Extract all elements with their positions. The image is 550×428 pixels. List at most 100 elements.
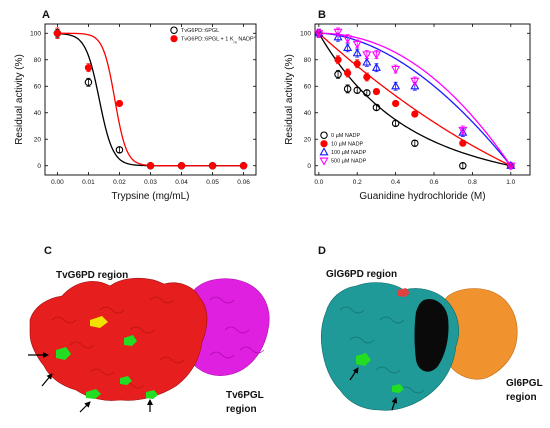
- data-point: [363, 73, 371, 81]
- gl6pgl-region-label-line2: region: [506, 392, 537, 403]
- x-axis-label: Trypsine (mg/mL): [112, 191, 190, 202]
- x-tick-label: 0.01: [82, 179, 95, 186]
- arrow-icon: [79, 401, 91, 413]
- x-tick-label: 0.00: [51, 179, 64, 186]
- data-point: [319, 157, 329, 166]
- data-point: [53, 29, 62, 37]
- plot-frame: [314, 23, 531, 176]
- x-tick-label: 0.02: [113, 179, 126, 186]
- series-fit-line: [318, 32, 511, 167]
- data-point: [334, 70, 342, 79]
- protein-surface-d: [320, 282, 518, 411]
- y-tick-label: 40: [34, 110, 42, 117]
- legend-label-suffix: NADP: [237, 37, 254, 43]
- panel-a-letter: A: [42, 9, 50, 21]
- legend-label-text: TvG6PD::6PGL: [181, 28, 219, 34]
- legend-label: 10 µM NADP: [331, 142, 364, 148]
- data-point: [391, 81, 401, 90]
- data-point: [392, 99, 400, 108]
- tv6pgl-surface-texture: [209, 296, 265, 359]
- data-point: [208, 162, 217, 170]
- data-point: [353, 60, 361, 68]
- x-tick-label: 0.04: [175, 179, 188, 186]
- legend-label-text: TvG6PD::6PGL + 1 K: [181, 37, 234, 43]
- y-tick-label: 100: [300, 31, 311, 38]
- data-point: [371, 51, 381, 60]
- data-point: [362, 57, 372, 66]
- legend-label: 100 µM NADP: [331, 150, 367, 156]
- legend-label-text: 500 µM NADP: [331, 159, 367, 165]
- x-tick-label: 0.05: [206, 179, 219, 186]
- series-fit-line: [57, 32, 244, 167]
- data-point: [410, 77, 420, 86]
- gl6pgl-region-label-line1: Gl6PGL: [506, 378, 543, 389]
- panel-b-letter: B: [318, 9, 326, 21]
- green-patch: [120, 376, 132, 385]
- data-point: [314, 30, 324, 39]
- tv6pgl-region-label-line1: Tv6PGL: [226, 390, 264, 401]
- data-point: [84, 64, 93, 72]
- data-point: [391, 65, 401, 74]
- legend-label: TvG6PD::6PGL: [181, 28, 219, 34]
- x-axis-label: Guanidine hydrochloride (M): [359, 191, 485, 202]
- x-tick-label: 1.0: [506, 179, 515, 186]
- red-surface-patch: [398, 288, 410, 297]
- x-tick-label: 0.0: [314, 179, 323, 186]
- data-point: [506, 162, 516, 171]
- legend-label: TvG6PD::6PGL + 1 Km NADP+: [181, 34, 257, 44]
- data-point: [320, 140, 328, 148]
- data-point: [170, 35, 178, 43]
- x-tick-label: 0.03: [144, 179, 157, 186]
- tvg6pd-surface-texture: [51, 296, 185, 389]
- legend-label: 500 µM NADP: [331, 159, 367, 165]
- data-point: [320, 131, 328, 139]
- data-point: [458, 127, 468, 136]
- x-tick-label: 0.6: [429, 179, 438, 186]
- data-point: [115, 99, 124, 108]
- panel-d: D GlG6PD region Gl6PGL: [318, 245, 543, 411]
- green-patch: [392, 384, 404, 393]
- data-point: [344, 69, 352, 77]
- y-tick-label: 20: [34, 137, 42, 144]
- tvg6pd-domain-surface: [29, 277, 208, 401]
- panel-a: A 0.00 0.01 0.02 0.03 0.04 0.05 0.06 0 20 40 60 80 1…: [14, 9, 257, 202]
- data-point: [353, 86, 361, 94]
- panel-d-letter: D: [318, 245, 326, 257]
- data-point: [410, 81, 420, 90]
- data-point: [352, 48, 362, 57]
- data-point: [239, 162, 248, 170]
- green-patch: [124, 335, 137, 346]
- x-tick-label: 0.2: [353, 179, 362, 186]
- y-tick-label: 100: [30, 31, 41, 38]
- data-point: [391, 119, 400, 128]
- legend-label-text: 0 µM NADP: [331, 133, 360, 139]
- data-point: [115, 146, 124, 154]
- green-patch: [146, 390, 158, 399]
- protein-surface-c: [28, 277, 270, 413]
- chart-a: 0.00 0.01 0.02 0.03 0.04 0.05 0.06 0 20 40 60 80 100…: [14, 23, 257, 202]
- data-point: [177, 162, 186, 170]
- series-fit-line: [318, 32, 512, 167]
- y-tick-label: 0: [37, 163, 41, 170]
- data-point: [170, 26, 178, 34]
- data-point: [146, 162, 155, 170]
- series-fit-line: [57, 32, 244, 167]
- legend-label-superscript: +: [254, 34, 257, 39]
- plot-frame: [44, 23, 257, 176]
- data-point: [84, 78, 93, 87]
- legend-label-subscript: m: [234, 39, 238, 44]
- x-tick-label: 0.4: [391, 179, 400, 186]
- y-tick-label: 0: [307, 163, 311, 170]
- data-point: [343, 35, 353, 44]
- y-tick-label: 40: [304, 110, 312, 117]
- y-tick-label: 60: [304, 84, 312, 91]
- data-point: [334, 56, 342, 64]
- data-point: [459, 161, 467, 170]
- legend-label-text: 10 µM NADP: [331, 142, 364, 148]
- tvg6pd-region-label: TvG6PD region: [56, 270, 128, 281]
- data-point: [371, 62, 381, 71]
- y-tick-label: 80: [34, 57, 42, 64]
- data-point: [343, 42, 353, 51]
